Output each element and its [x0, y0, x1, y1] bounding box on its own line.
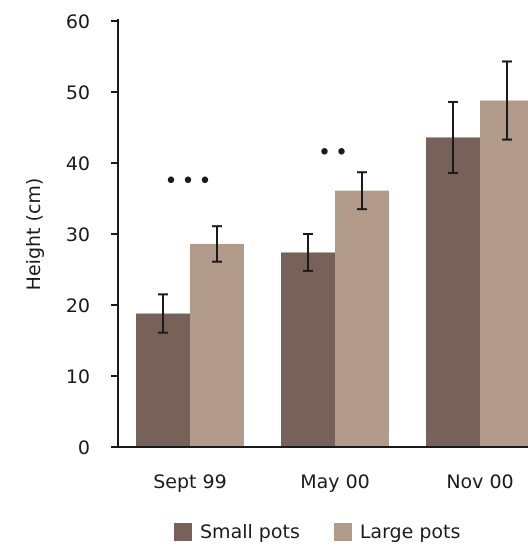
bar-small-pots-sept-99	[136, 313, 190, 447]
y-tick-label-30: 30	[66, 224, 90, 246]
bar-small-pots-may-00	[281, 252, 335, 447]
bar-small-pots-nov-00	[426, 137, 480, 447]
significance-marker-may-00: ••	[318, 140, 352, 165]
bar-large-pots-may-00	[335, 190, 389, 447]
y-tick-label-50: 50	[66, 82, 90, 104]
y-axis-title: Height (cm)	[23, 178, 45, 291]
significance-marker-sept-99: •••	[165, 169, 216, 194]
legend-label-large-pots: Large pots	[359, 521, 461, 543]
legend-label-small-pots: Small pots	[200, 521, 300, 543]
y-tick-label-10: 10	[66, 366, 90, 388]
x-tick-label-may-00: May 00	[300, 471, 370, 493]
x-tick-label-nov-00: Nov 00	[446, 471, 513, 493]
bar-large-pots-sept-99	[190, 243, 244, 447]
legend: Small pots Large pots	[174, 521, 460, 543]
legend-item-large-pots: Large pots	[333, 521, 461, 543]
legend-swatch-large-pots	[333, 523, 352, 541]
legend-swatch-small-pots	[174, 523, 192, 541]
y-tick-label-40: 40	[66, 153, 90, 175]
y-tick-label-20: 20	[66, 295, 90, 317]
legend-item-small-pots: Small pots	[174, 521, 300, 543]
bar-large-pots-nov-00	[480, 100, 528, 448]
y-tick-label-60: 60	[66, 11, 90, 33]
x-tick-label-sept-99: Sept 99	[153, 471, 226, 493]
y-tick-label-0: 0	[78, 437, 90, 459]
